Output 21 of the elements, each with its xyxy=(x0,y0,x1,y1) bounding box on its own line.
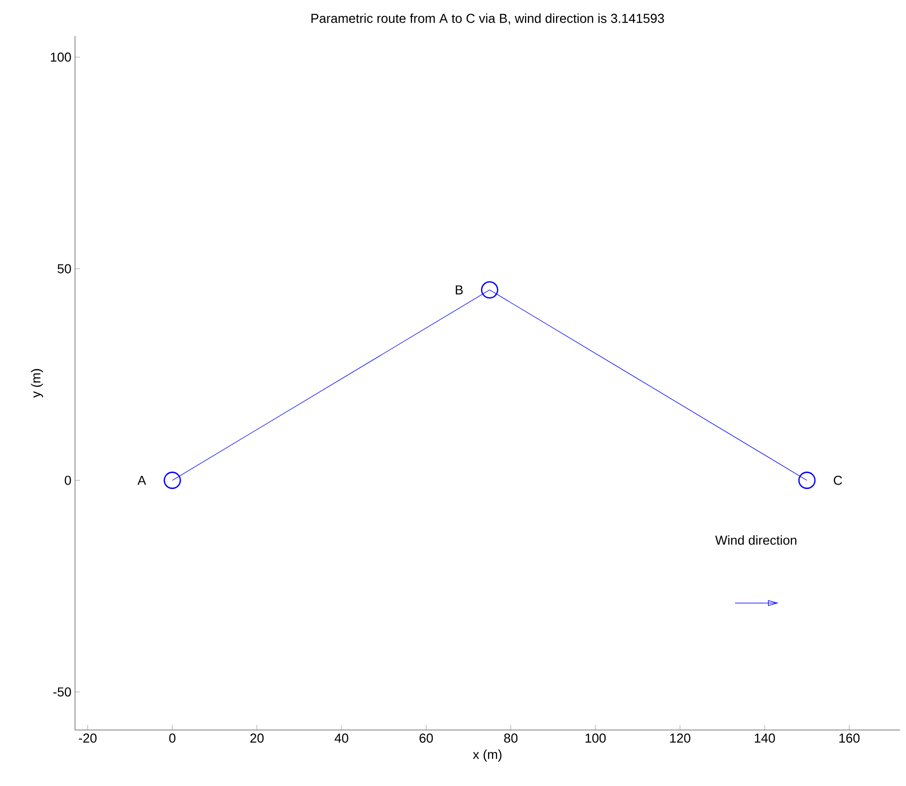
annotation: Wind direction xyxy=(715,535,796,545)
annotation: B xyxy=(456,285,463,294)
chart-title: Parametric route from A to C via B, wind direction is 3.141593 xyxy=(311,13,664,24)
x-tick-label: 160 xyxy=(839,734,860,743)
y-tick-label: 100 xyxy=(50,52,71,62)
x-axis-title: x (m) xyxy=(472,750,502,762)
x-tick-label: -20 xyxy=(78,734,97,743)
annotation: C xyxy=(834,476,842,485)
x-tick-label: 20 xyxy=(250,734,264,743)
x-tick-label: 0 xyxy=(169,734,176,743)
y-tick-label: -50 xyxy=(53,687,71,696)
x-tick-label: 80 xyxy=(504,734,518,743)
x-tick-label: 100 xyxy=(586,734,606,743)
x-tick-label: 140 xyxy=(754,734,775,743)
x-tick-label: 40 xyxy=(334,734,348,743)
y-tick-label: 0 xyxy=(64,476,71,485)
y-tick-label: 50 xyxy=(58,264,71,274)
x-tick-label: 60 xyxy=(420,734,433,743)
y-axis-title: y (m) xyxy=(30,369,44,398)
annotation: A xyxy=(138,476,146,485)
x-tick-label: 120 xyxy=(670,734,690,743)
